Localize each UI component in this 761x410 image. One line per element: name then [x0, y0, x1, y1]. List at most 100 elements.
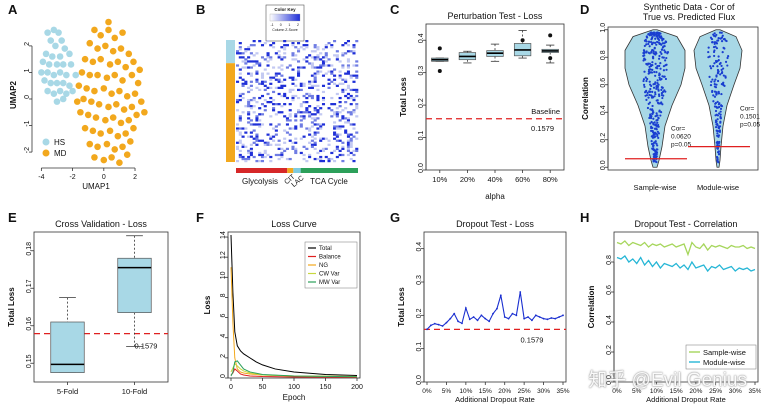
- g-point: [523, 317, 526, 320]
- b-heatmap-cell: [299, 88, 303, 92]
- d-point: [715, 83, 718, 86]
- b-heatmap-cell: [247, 151, 251, 155]
- b-heatmap-cell: [272, 127, 276, 130]
- b-heatmap-cell: [277, 157, 281, 161]
- d-point: [664, 40, 667, 43]
- b-heatmap-cell: [341, 153, 345, 157]
- b-heatmap-cell: [244, 127, 248, 130]
- b-heatmap-cell: [238, 127, 242, 130]
- b-heatmap-cell: [291, 76, 295, 79]
- b-heatmap-cell: [236, 50, 240, 53]
- b-heatmap-cell: [244, 66, 248, 69]
- b-heatmap-cell: [313, 117, 317, 120]
- e-x-tick-label: 5-Fold: [57, 387, 78, 396]
- b-heatmap-cell: [319, 139, 323, 142]
- b-heatmap-cell: [310, 86, 314, 89]
- d-point: [659, 62, 662, 65]
- b-heatmap-cell: [316, 123, 320, 126]
- e-y-tick-label: 0.17: [26, 279, 33, 293]
- b-heatmap-cell: [327, 70, 331, 73]
- d-point: [657, 117, 660, 120]
- a-legend-swatch: [42, 138, 50, 146]
- b-heatmap-cell: [258, 125, 262, 128]
- e-y-tick-label: 0.15: [26, 354, 33, 368]
- b-heatmap-cell: [255, 70, 259, 73]
- b-heatmap-cell: [266, 153, 270, 157]
- a-point-md: [91, 154, 98, 161]
- b-heatmap-cell: [313, 58, 317, 61]
- b-heatmap-cell: [341, 44, 345, 47]
- d-threshold-label: 0.0620: [671, 134, 691, 141]
- b-heatmap-cell: [255, 78, 259, 81]
- b-heatmap-cell: [319, 70, 323, 73]
- d-point: [654, 135, 657, 138]
- a-point-md: [97, 55, 104, 63]
- b-heatmap-cell: [310, 113, 314, 116]
- d-point: [718, 102, 721, 105]
- h-x-tick-label: 15%: [670, 388, 683, 395]
- a-point-hs: [47, 79, 55, 87]
- g-point: [429, 324, 432, 327]
- b-heatmap-cell: [247, 46, 251, 49]
- d-point: [709, 36, 713, 39]
- d-point: [662, 45, 665, 48]
- b-heatmap-cell: [252, 60, 256, 63]
- b-heatmap-cell: [249, 88, 253, 92]
- a-y-tick-label: 0: [24, 95, 31, 99]
- b-heatmap-cell: [277, 92, 281, 96]
- d-point: [655, 40, 659, 44]
- d-point: [651, 136, 655, 139]
- a-point-md: [119, 143, 126, 151]
- d-point: [724, 60, 728, 64]
- a-point-md: [130, 124, 137, 132]
- b-heatmap-cell: [249, 147, 253, 150]
- b-heatmap-cell: [324, 155, 328, 159]
- c-outlier: [548, 56, 553, 61]
- d-point: [707, 56, 710, 59]
- d-point: [646, 77, 649, 81]
- b-heatmap-cell: [288, 109, 292, 112]
- b-heatmap-cell: [346, 139, 350, 142]
- f-title: Loss Curve: [271, 219, 317, 229]
- b-heatmap-cell: [338, 60, 342, 63]
- b-heatmap-cell: [349, 74, 353, 77]
- b-heatmap-cell: [272, 139, 276, 142]
- g-y-tick-label: 0.1: [416, 342, 423, 352]
- b-heatmap-cell: [236, 141, 240, 144]
- d-point: [715, 75, 718, 78]
- b-heatmap-cell: [299, 119, 303, 122]
- b-heatmap-cell: [344, 117, 348, 120]
- d-point: [652, 86, 656, 89]
- f-legend-label: MW Var: [319, 280, 340, 286]
- b-heatmap-cell: [283, 46, 287, 49]
- d-point: [721, 82, 725, 85]
- b-heatmap-cell: [324, 147, 328, 150]
- d-point: [649, 68, 652, 71]
- b-heatmap-cell: [330, 80, 334, 83]
- b-heatmap-cell: [344, 94, 348, 98]
- d-point: [650, 140, 653, 143]
- d-point: [644, 94, 647, 97]
- a-point-hs: [56, 53, 64, 60]
- b-heatmap-cell: [302, 135, 306, 138]
- b-heatmap-cell: [338, 76, 342, 79]
- b-heatmap-cell: [238, 56, 242, 59]
- d-point: [715, 42, 719, 45]
- b-heatmap-cell: [255, 60, 259, 63]
- d-point: [663, 49, 666, 52]
- a-point-hs: [44, 87, 51, 95]
- b-heatmap-cell: [236, 101, 240, 104]
- b-heatmap-cell: [241, 143, 245, 146]
- f-legend-label: Total: [319, 246, 332, 252]
- d-point: [716, 132, 719, 135]
- b-heatmap-cell: [294, 149, 298, 153]
- b-heatmap-cell: [316, 84, 320, 87]
- b-heatmap-cell: [316, 66, 320, 69]
- b-heatmap-cell: [330, 70, 334, 73]
- b-heatmap-cell: [313, 109, 317, 112]
- b-heatmap-cell: [335, 58, 339, 61]
- h-title: Dropout Test - Correlation: [635, 219, 738, 229]
- b-heatmap-cell: [247, 157, 251, 161]
- b-heatmap-cell: [299, 103, 303, 106]
- d-point: [717, 127, 721, 130]
